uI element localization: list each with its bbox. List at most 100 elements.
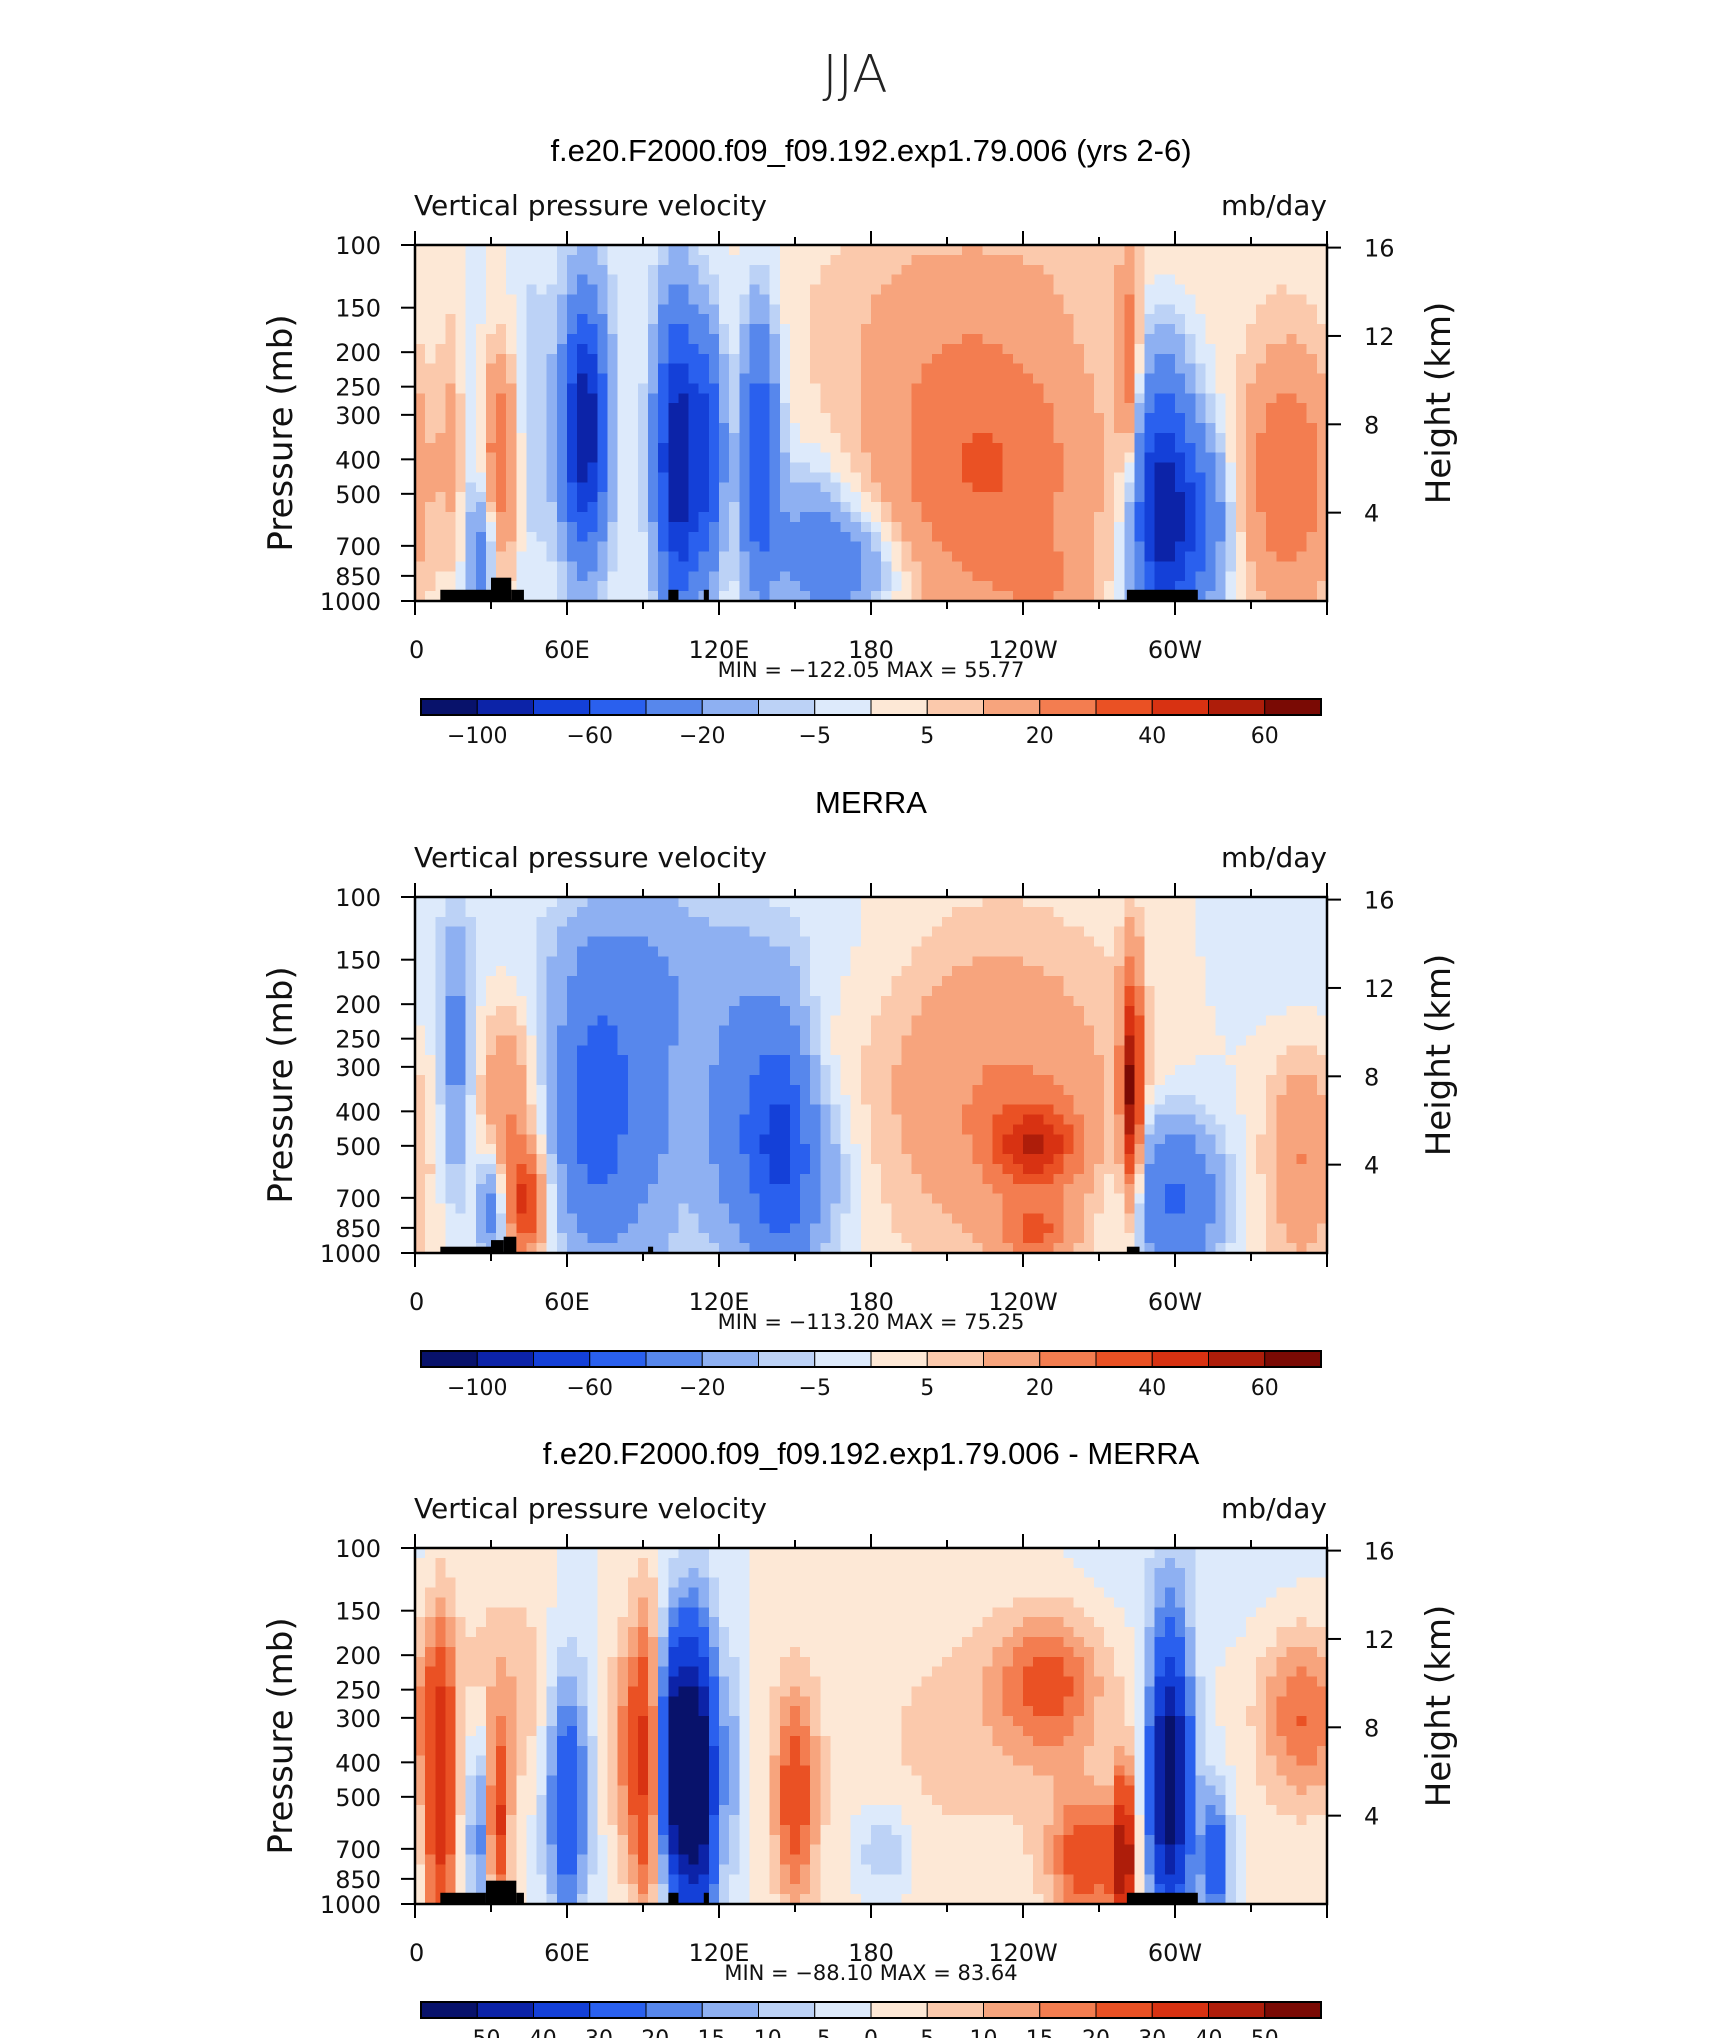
field-cell (911, 995, 923, 1007)
field-cell (820, 452, 832, 464)
field-cell (1073, 304, 1085, 315)
field-cell (1185, 1025, 1196, 1037)
field-cell (1053, 403, 1065, 414)
field-cell (516, 521, 528, 533)
field-cell (719, 531, 730, 543)
field-cell (739, 916, 750, 928)
field-cell (992, 1035, 1004, 1046)
field-cell (1093, 442, 1105, 454)
field-cell (708, 897, 720, 908)
field-cell (962, 284, 973, 296)
field-cell (749, 373, 761, 385)
field-cell (567, 482, 578, 493)
field-cell (952, 393, 963, 404)
field-cell (1083, 581, 1095, 592)
field-cell (1124, 1005, 1136, 1017)
field-cell (1063, 373, 1075, 385)
field-cell (911, 926, 923, 938)
field-cell (1053, 1025, 1065, 1037)
field-cell (1104, 274, 1115, 286)
field-cell (729, 274, 740, 286)
field-cell (526, 897, 538, 908)
field-cell (1053, 245, 1065, 256)
field-cell (1104, 334, 1115, 345)
field-cell (759, 472, 771, 483)
field-cell (840, 284, 852, 296)
field-cell (789, 1065, 801, 1076)
field-cell (901, 314, 913, 325)
field-cell (1175, 916, 1186, 928)
field-cell (1154, 482, 1166, 493)
field-cell (1245, 502, 1257, 513)
field-cell (587, 274, 598, 286)
field-cell (506, 906, 517, 918)
field-cell (1144, 1025, 1156, 1037)
field-cell (881, 581, 892, 592)
field-cell (1164, 353, 1176, 365)
field-cell (1063, 353, 1075, 365)
field-cell (1154, 432, 1166, 444)
field-cell (1195, 284, 1206, 296)
field-cell (1245, 383, 1257, 394)
field-cell (992, 906, 1004, 918)
field-cell (415, 1005, 426, 1017)
field-cell (597, 324, 609, 335)
field-cell (1164, 284, 1176, 296)
field-cell (415, 926, 426, 938)
field-cell (1093, 936, 1105, 948)
field-cell (1164, 946, 1176, 957)
field-cell (1023, 1035, 1034, 1046)
field-cell (1033, 926, 1044, 938)
field-cell (485, 1035, 497, 1046)
field-cell (729, 571, 740, 582)
field-cell (668, 956, 680, 967)
field-cell (1205, 1025, 1217, 1037)
field-cell (901, 442, 913, 454)
field-cell (556, 976, 568, 987)
field-cell (577, 1075, 588, 1086)
field-cell (830, 916, 842, 928)
field-cell (496, 956, 507, 967)
field-cell (577, 1055, 588, 1066)
field-cell (1195, 482, 1206, 493)
field-cell (556, 591, 568, 602)
field-cell (1266, 1035, 1277, 1046)
field-cell (1093, 413, 1105, 424)
field-cell (881, 976, 892, 987)
field-cell (820, 561, 832, 572)
field-cell (992, 897, 1004, 908)
field-cell (617, 245, 629, 256)
field-cell (435, 423, 446, 434)
field-cell (931, 541, 943, 553)
field-cell (1245, 245, 1257, 256)
field-cell (1245, 254, 1257, 266)
field-cell (1134, 343, 1146, 355)
field-cell (1266, 1055, 1277, 1066)
field-cell (1033, 452, 1044, 464)
field-cell (1012, 492, 1024, 503)
field-cell (1164, 561, 1176, 572)
field-cell (1175, 561, 1186, 572)
field-cell (1134, 304, 1146, 315)
field-cell (871, 986, 882, 997)
field-cell (1225, 492, 1237, 503)
field-cell (729, 334, 740, 345)
field-cell (719, 373, 730, 385)
field-cell (789, 413, 801, 424)
field-cell (688, 591, 700, 602)
field-cell (516, 343, 528, 355)
field-cell (779, 502, 791, 513)
field-cell (1215, 274, 1227, 286)
field-cell (911, 956, 923, 967)
field-cell (698, 571, 710, 582)
field-cell (789, 334, 801, 345)
field-cell (1073, 946, 1085, 957)
field-cell (668, 413, 680, 424)
field-cell (1205, 916, 1217, 928)
field-cell (587, 1055, 598, 1066)
field-cell (1134, 502, 1146, 513)
field-cell (1144, 294, 1156, 305)
field-cell (1235, 521, 1247, 533)
field-cell (962, 403, 973, 414)
field-cell (556, 1045, 568, 1056)
